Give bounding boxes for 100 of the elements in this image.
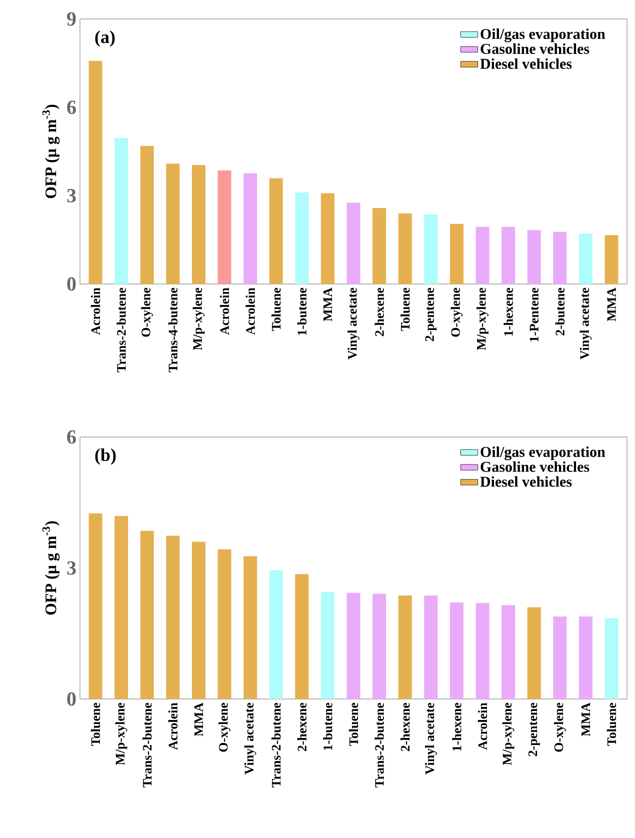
annotation: (a) (95, 30, 115, 47)
x-tick-label: Vinyl acetate (244, 702, 256, 774)
legend-label: Gasoline vehicles (480, 461, 590, 472)
bar (192, 542, 206, 700)
bar (320, 193, 334, 284)
x-tick-label: MMA (581, 702, 590, 736)
x-tick-label: Toluene (272, 288, 281, 331)
bar (114, 516, 128, 700)
bar (244, 173, 258, 284)
x-tick-label: Acrolein (90, 288, 100, 335)
x-tick-label: M/p-xylene (502, 702, 514, 766)
x-tick-label: O-xylene (450, 288, 463, 337)
x-tick-label: 1-butene (323, 702, 332, 750)
y-tick-label: 6 (67, 100, 76, 114)
x-tick-label: Trans-4-butene (168, 288, 178, 372)
x-tick-label: 2-hexene (374, 288, 384, 336)
bar (424, 596, 438, 700)
bar (218, 549, 232, 700)
bar (424, 214, 438, 284)
x-tick-label: Toluene (400, 288, 410, 331)
x-tick-label: MMA (607, 288, 616, 322)
x-tick-label: Vinyl acetate (425, 702, 437, 774)
bar (578, 616, 592, 700)
x-tick-label: 1-hexene (452, 702, 462, 751)
bar (88, 60, 102, 284)
legend-label: Oil/gas evaporation (480, 28, 606, 42)
bar (553, 232, 567, 284)
y-tick-label: 6 (67, 430, 76, 444)
x-tick-label: Toluene (348, 702, 358, 746)
bar (346, 592, 360, 700)
legend-label: Oil/gas evaporation (480, 446, 606, 460)
bar (476, 226, 490, 284)
bar (192, 165, 206, 284)
x-tick-label: 1-Pentene (530, 288, 538, 342)
x-tick-label: O-xylene (218, 702, 230, 752)
y-axis-title: OFP (μ g m$^{-3}$) (42, 104, 60, 198)
bar (527, 607, 541, 700)
x-tick-label: Acrolein (220, 288, 230, 335)
bar (604, 618, 618, 700)
x-tick-label: 2-pentene (425, 288, 437, 342)
bar (502, 605, 516, 700)
x-tick-label: Acrolein (246, 288, 255, 335)
bar (320, 592, 334, 700)
bar (166, 164, 180, 284)
bar (269, 570, 283, 700)
x-tick-label: M/p-xylene (192, 288, 205, 350)
x-tick-label: M/p-xylene (115, 702, 128, 766)
x-tick-label: Vinyl acetate (580, 288, 592, 360)
bar (166, 536, 180, 700)
bar (476, 602, 490, 700)
x-tick-label: 2-pentene (528, 702, 540, 756)
bar (604, 235, 618, 284)
y-tick-label: 0 (67, 277, 76, 291)
x-tick-label: Trans-2-butene (142, 702, 152, 788)
x-tick-label: O-xylene (141, 288, 153, 337)
bar (114, 138, 128, 284)
bar (140, 530, 154, 700)
annotation: (b) (95, 448, 116, 465)
legend-label: Gasoline vehicles (480, 43, 590, 54)
x-tick-label: MMA (323, 288, 332, 322)
bar (578, 234, 592, 284)
y-tick-label: 0 (67, 692, 76, 706)
x-tick-label: Trans-2-butene (374, 702, 384, 788)
bar (372, 594, 386, 700)
x-tick-label: 1-butene (297, 288, 306, 335)
x-tick-label: 2-hexene (400, 702, 410, 752)
y-axis-title: OFP (μ g m$^{-3}$) (42, 521, 60, 615)
x-tick-label: 1-hexene (504, 288, 513, 336)
legend-label: Diesel vehicles (480, 58, 572, 69)
x-tick-label: Acrolein (168, 702, 178, 750)
bar (372, 208, 386, 284)
bar (140, 146, 154, 284)
x-tick-label: MMA (194, 702, 203, 736)
x-tick-label: 2-hexene (297, 702, 306, 752)
bar (295, 192, 309, 284)
x-tick-label: Toluene (606, 702, 616, 746)
bar (553, 616, 567, 700)
x-tick-label: Vinyl acetate (348, 288, 360, 360)
bar (527, 230, 541, 284)
bar (244, 556, 258, 700)
x-tick-label: Acrolein (478, 702, 488, 750)
y-tick-label: 9 (67, 12, 76, 26)
bar (88, 513, 102, 700)
bar (398, 596, 412, 700)
bar (398, 213, 412, 284)
bar (295, 574, 309, 700)
x-tick-label: Toluene (90, 702, 100, 746)
bar (450, 602, 464, 700)
x-tick-label: 2-butene (555, 288, 565, 336)
bar (218, 170, 232, 284)
x-tick-label: O-xylene (554, 702, 566, 752)
bar (450, 224, 464, 284)
bar (269, 178, 283, 284)
bar (346, 202, 360, 284)
x-tick-label: M/p-xylene (476, 288, 488, 350)
legend-label: Diesel vehicles (480, 476, 572, 487)
x-tick-label: Trans-2-butene (116, 288, 126, 372)
bar (502, 226, 516, 284)
y-tick-label: 3 (67, 188, 76, 202)
y-tick-label: 3 (67, 561, 76, 575)
